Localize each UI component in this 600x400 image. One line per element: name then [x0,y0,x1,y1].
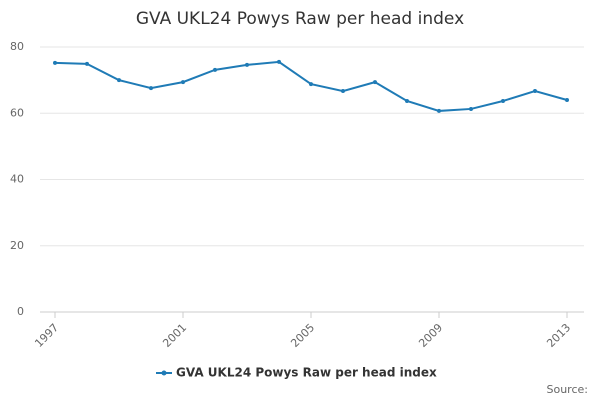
point [245,62,249,67]
point [277,59,281,64]
legend-label: GVA UKL24 Powys Raw per head index [176,366,437,380]
x-tick-label: 1997 [32,321,61,350]
point [437,108,441,113]
legend-marker [161,370,167,376]
point [117,78,121,83]
point [149,86,153,91]
point [501,98,505,103]
point [181,80,185,85]
x-tick-label: 2013 [544,321,573,350]
point [85,61,89,66]
chart-title: GVA UKL24 Powys Raw per head index [136,9,464,29]
y-tick-label: 60 [10,106,24,119]
x-tick-label: 2001 [160,321,189,350]
point [565,98,569,102]
point [533,89,537,94]
point [469,106,473,111]
point [309,82,313,87]
y-tick-label: 0 [17,305,24,318]
point [405,98,409,103]
line [54,60,568,112]
y-tick-label: 80 [10,40,24,53]
y-tick-label: 20 [10,239,24,252]
point [373,80,377,85]
y-tick-label: 40 [10,173,24,186]
point [213,67,217,72]
point [341,89,345,94]
point [53,60,57,65]
x-tick-label: 2005 [288,321,317,350]
x-tick-label: 2009 [416,321,445,350]
source: Source: [547,383,589,396]
